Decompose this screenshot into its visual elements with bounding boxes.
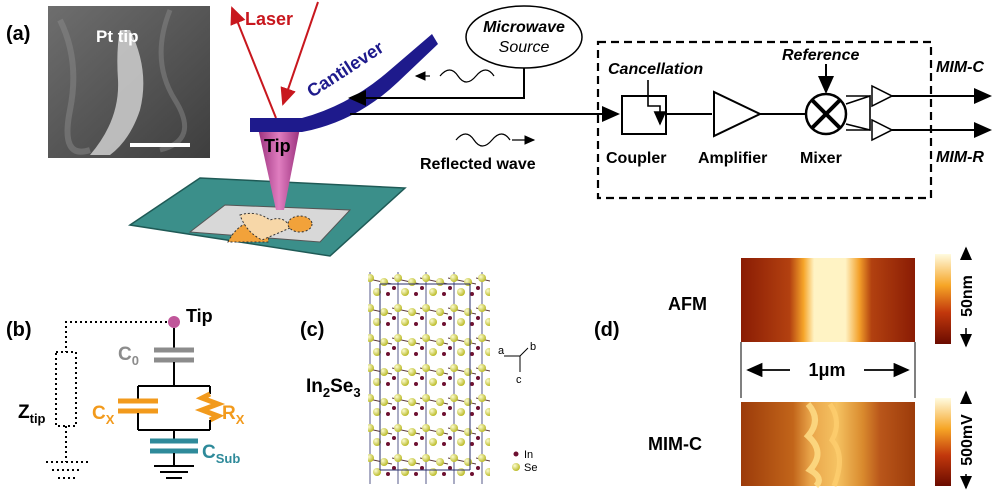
laser-label: Laser xyxy=(245,9,293,29)
panel-c-label: (c) xyxy=(300,319,324,341)
mim-label: MIM-C xyxy=(648,434,702,454)
scale-bar-label: 1μm xyxy=(808,360,845,380)
afm-colorbar: 50nm xyxy=(935,246,976,348)
amplifier: Amplifier xyxy=(698,90,767,167)
microwave-source: Microwave Source xyxy=(465,5,583,69)
panel-a-label: (a) xyxy=(6,23,30,45)
microwave-label: Microwave xyxy=(483,19,565,36)
electronics-box xyxy=(596,40,933,200)
cantilever: Cantilever xyxy=(250,34,438,132)
axis-a-label: a xyxy=(498,345,505,357)
legend-in: In xyxy=(524,449,533,461)
panel-b-label: (b) xyxy=(6,319,32,341)
cancellation-label: Cancellation xyxy=(608,61,703,78)
formula-label: In2Se3 xyxy=(306,376,361,400)
circuit-diagram: Ztip Tip C0 CX RX CSub xyxy=(18,306,245,479)
mixer: Reference Mixer xyxy=(782,47,859,167)
axis-c-label: c xyxy=(516,374,522,386)
output-mim-c: MIM-C xyxy=(936,59,984,76)
sample-stage xyxy=(127,177,407,257)
source-label: Source xyxy=(499,39,550,56)
crystal-legend: In Se xyxy=(512,449,537,474)
mixer-label: Mixer xyxy=(800,150,842,167)
reflected-wave-label: Reflected wave xyxy=(420,156,536,173)
circuit-tip-label: Tip xyxy=(186,306,213,326)
panel-d-label: (d) xyxy=(594,319,620,341)
afm-label: AFM xyxy=(668,294,707,314)
ztip-label: Ztip xyxy=(18,402,46,426)
c0-label: C0 xyxy=(118,344,139,368)
crystal-structure xyxy=(368,272,490,484)
crystal-axes: a b c xyxy=(498,341,536,386)
outputs: MIM-C MIM-R xyxy=(845,59,992,166)
afm-tip: Tip xyxy=(258,128,300,210)
mim-colorbar: 500mV xyxy=(935,390,976,490)
axis-b-label: b xyxy=(530,341,536,353)
rx-label: RX xyxy=(222,403,245,427)
csub-label: CSub xyxy=(202,442,240,466)
sem-label: Pt tip xyxy=(96,27,139,46)
reference-label: Reference xyxy=(782,47,859,64)
amplifier-label: Amplifier xyxy=(698,150,767,167)
afm-image xyxy=(741,258,915,342)
afm-colorbar-label: 50nm xyxy=(959,275,976,317)
laser-beams: Laser xyxy=(230,1,319,119)
signal-lines: Reflected wave xyxy=(348,68,620,173)
output-mim-r: MIM-R xyxy=(936,149,984,166)
legend-se: Se xyxy=(524,462,537,474)
cx-label: CX xyxy=(92,403,115,427)
mim-image xyxy=(741,402,915,489)
sem-image: Pt tip xyxy=(48,6,210,158)
mim-colorbar-label: 500mV xyxy=(959,414,976,466)
coupler-label: Coupler xyxy=(606,150,666,167)
tip-label: Tip xyxy=(264,136,291,156)
scale-bar: 1μm xyxy=(740,342,916,398)
